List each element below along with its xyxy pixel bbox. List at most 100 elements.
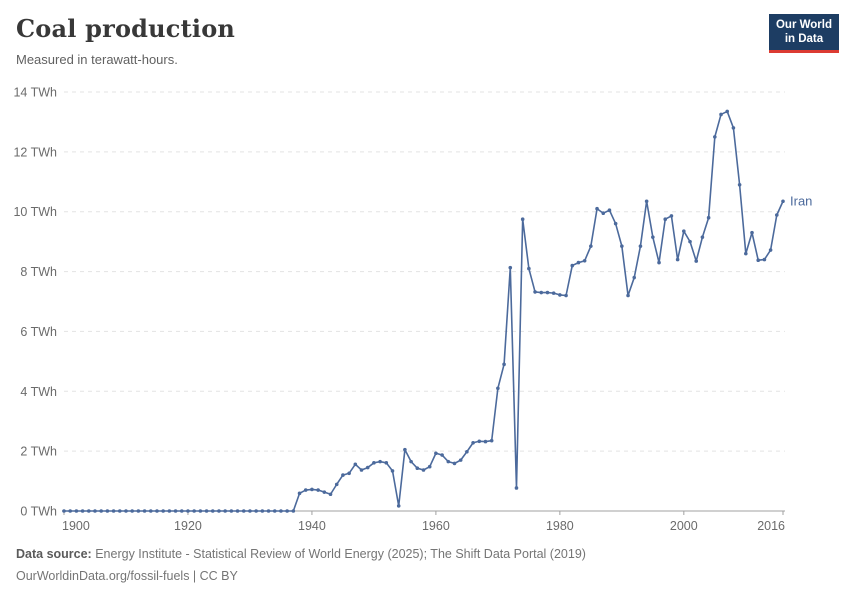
data-point (527, 266, 531, 271)
data-point (223, 509, 227, 513)
y-axis-label: 0 TWh (20, 505, 57, 519)
y-axis-label: 2 TWh (20, 445, 57, 459)
data-point (589, 244, 593, 248)
data-point (179, 509, 184, 513)
data-point (291, 509, 296, 513)
data-point (117, 509, 122, 513)
data-point (632, 275, 637, 280)
data-point (682, 229, 686, 233)
data-point (260, 509, 265, 513)
data-point (737, 182, 742, 187)
data-source-text: Energy Institute - Statistical Review of… (91, 547, 586, 561)
data-point (663, 217, 668, 221)
data-point (669, 214, 674, 218)
data-point (427, 464, 432, 469)
data-point (520, 217, 525, 221)
data-point (229, 509, 234, 513)
data-point (713, 135, 717, 139)
owid-logo[interactable]: Our World in Data (768, 14, 839, 53)
data-point (496, 386, 500, 391)
data-point (130, 509, 134, 513)
data-point (551, 291, 556, 295)
y-axis-label: 14 TWh (13, 86, 57, 100)
data-point (334, 482, 339, 487)
data-point (347, 471, 351, 476)
data-point (241, 509, 246, 513)
data-point (533, 290, 537, 294)
data-point (489, 438, 494, 443)
data-point (86, 509, 91, 513)
data-point (142, 509, 147, 513)
y-axis-label: 6 TWh (20, 325, 57, 339)
footer-license-link[interactable]: OurWorldinData.org/fossil-fuels | CC BY (16, 569, 238, 584)
data-point (768, 248, 773, 252)
data-point (341, 473, 345, 477)
footer: Data source: Energy Institute - Statisti… (16, 545, 586, 589)
data-point (111, 509, 116, 513)
data-point (173, 509, 178, 513)
data-point (136, 509, 141, 513)
data-point (297, 491, 302, 496)
data-point (514, 486, 519, 490)
data-point (756, 258, 761, 262)
data-source-line: Data source: Energy Institute - Statisti… (16, 545, 586, 563)
data-point (365, 465, 370, 470)
data-point (148, 509, 153, 513)
data-point (198, 509, 203, 513)
data-point (403, 447, 407, 452)
data-point (186, 509, 190, 513)
data-point (353, 462, 358, 467)
data-point (750, 230, 754, 235)
data-point (781, 199, 785, 204)
data-point (744, 251, 748, 256)
data-point (570, 263, 575, 268)
data-point (651, 235, 655, 239)
data-point (613, 221, 618, 226)
owid-logo-line1: Our World (775, 19, 832, 31)
x-axis-label: 1940 (298, 519, 326, 533)
x-axis-label: 1920 (174, 519, 202, 533)
data-point (558, 293, 562, 297)
data-point (310, 487, 314, 492)
data-point (483, 439, 488, 444)
data-point (68, 509, 72, 513)
data-point (607, 208, 612, 213)
data-point (266, 509, 271, 513)
data-point (80, 509, 85, 513)
data-point (601, 211, 606, 216)
data-point (644, 199, 649, 204)
data-point (694, 259, 699, 263)
data-point (545, 290, 550, 295)
data-source-label: Data source: (16, 547, 92, 561)
data-point (477, 439, 482, 444)
chart-title: Coal production (16, 14, 236, 43)
data-point (657, 260, 661, 265)
data-point (775, 213, 779, 217)
data-point (409, 459, 413, 464)
data-point (719, 112, 723, 117)
data-point (316, 488, 320, 492)
data-point (328, 492, 333, 497)
chart-subtitle: Measured in terawatt-hours. (16, 52, 178, 67)
data-point (303, 488, 308, 492)
data-point (465, 449, 469, 454)
data-point (452, 461, 457, 466)
y-axis-label: 12 TWh (13, 145, 57, 159)
x-axis-label: 1960 (422, 519, 450, 533)
data-point (62, 509, 66, 513)
y-axis-label: 4 TWh (20, 385, 57, 399)
data-point (576, 260, 581, 265)
data-point (372, 461, 376, 465)
owid-logo-line2: in Data (784, 33, 824, 46)
data-point (675, 257, 680, 262)
data-point (390, 469, 395, 473)
data-point (272, 509, 277, 513)
data-point (99, 509, 103, 513)
data-point (235, 509, 240, 513)
data-point (384, 461, 389, 465)
data-point (700, 235, 705, 239)
data-point (161, 509, 165, 513)
y-axis-label: 8 TWh (20, 265, 57, 279)
